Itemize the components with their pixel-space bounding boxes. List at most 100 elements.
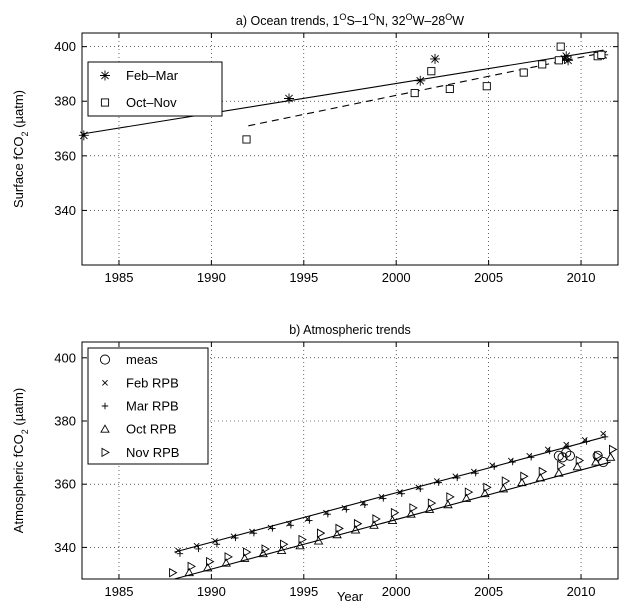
chart-title: a) Ocean trends, 1OS–1ON, 32OW–28OW [236, 12, 464, 28]
data-point [306, 517, 313, 524]
data-point [538, 60, 547, 69]
data-point [295, 540, 305, 550]
y-tick-label: 360 [54, 148, 76, 163]
data-point [406, 509, 416, 518]
series-feb-rpb [175, 430, 607, 554]
data-point [601, 433, 609, 440]
data-point [324, 511, 332, 518]
data-point [427, 498, 437, 508]
x-tick-label: 1985 [105, 270, 134, 285]
data-point [575, 455, 585, 466]
data-point [527, 454, 535, 461]
legend-marker [101, 447, 110, 458]
data-point [563, 55, 574, 66]
data-point [242, 135, 251, 144]
data-point [446, 492, 455, 502]
y-axis-label: Surface fCO2 (µatm) [11, 90, 30, 208]
legend-label: Feb–Mar [126, 68, 179, 83]
legend-marker [100, 424, 110, 433]
trend-line [174, 461, 611, 580]
data-point [372, 514, 381, 524]
y-tick-label: 340 [54, 203, 76, 218]
series-mar-rpb [176, 433, 609, 557]
data-point [232, 534, 239, 542]
y-tick-label: 400 [54, 350, 76, 365]
data-point [410, 88, 419, 98]
legend-label: Feb RPB [126, 375, 179, 390]
legend-marker [101, 402, 109, 410]
data-point [546, 447, 553, 455]
legend-box [87, 61, 223, 117]
data-point [591, 457, 601, 466]
data-point [169, 567, 178, 578]
data-point [538, 466, 548, 477]
data-point [609, 444, 618, 455]
data-point [206, 556, 215, 567]
data-point [415, 75, 426, 86]
data-point [480, 488, 490, 498]
trend-line [81, 49, 604, 135]
y-axis-label: Atmospheric fCO2 (µatm) [11, 388, 30, 533]
data-point [287, 522, 295, 529]
data-point [187, 561, 196, 572]
x-tick-label: 2000 [382, 584, 411, 599]
data-point [501, 476, 511, 486]
data-point [221, 558, 231, 567]
x-axis-label: Year [337, 589, 364, 604]
data-point [261, 544, 270, 554]
data-point [343, 506, 350, 513]
data-point [424, 504, 435, 513]
data-point [353, 518, 363, 529]
data-point [78, 130, 89, 141]
data-point [554, 468, 564, 477]
x-tick-label: 2005 [474, 270, 503, 285]
data-point [361, 501, 368, 508]
chart-panel-b: 1985 1990 1995 2000 2005 2010 340 360 380 400 b) A… [11, 323, 619, 604]
data-point [564, 443, 572, 450]
x-tick-label: 2010 [567, 270, 596, 285]
plot-frame [81, 341, 619, 580]
data-point [284, 93, 295, 104]
x-tick-label: 1995 [289, 584, 318, 599]
legend-label: Oct RPB [126, 422, 177, 437]
trend-line [248, 52, 600, 127]
data-point [443, 499, 453, 509]
data-point [276, 545, 287, 555]
data-point [239, 553, 250, 562]
series-meas [553, 447, 609, 468]
data-point [454, 474, 461, 482]
data-point [472, 469, 479, 477]
chart-title: b) Atmospheric trends [289, 323, 411, 337]
data-point [430, 53, 441, 64]
data-point [332, 529, 342, 539]
x-tick-label: 2010 [567, 584, 596, 599]
data-point [380, 495, 387, 502]
legend-marker [99, 354, 111, 365]
data-point [417, 485, 424, 493]
data-point [520, 471, 529, 482]
data-point [483, 482, 492, 493]
y-tick-label: 380 [54, 94, 76, 109]
x-tick-label: 2005 [474, 584, 503, 599]
data-point [498, 484, 509, 493]
chart-panel-a: 1985 1990 1995 2000 2005 2010 340 360 380 400 a) O… [11, 12, 619, 285]
data-point [490, 463, 498, 471]
data-point [243, 547, 252, 557]
data-point [195, 545, 202, 553]
data-point [258, 548, 268, 558]
data-point [427, 67, 436, 76]
data-point [461, 493, 472, 502]
data-point [313, 536, 324, 545]
data-point [387, 515, 398, 524]
data-point [250, 529, 258, 537]
data-point [369, 520, 379, 529]
data-point [564, 450, 575, 461]
x-tick-label: 1990 [197, 584, 226, 599]
legend-label: Oct–Nov [126, 95, 177, 110]
legend-label: Nov RPB [126, 445, 179, 460]
data-point [535, 472, 546, 482]
data-point [509, 458, 516, 466]
legend: meas Feb RPB Mar RPB Oct RPB Nov RPB [87, 347, 209, 465]
data-point [554, 56, 563, 65]
